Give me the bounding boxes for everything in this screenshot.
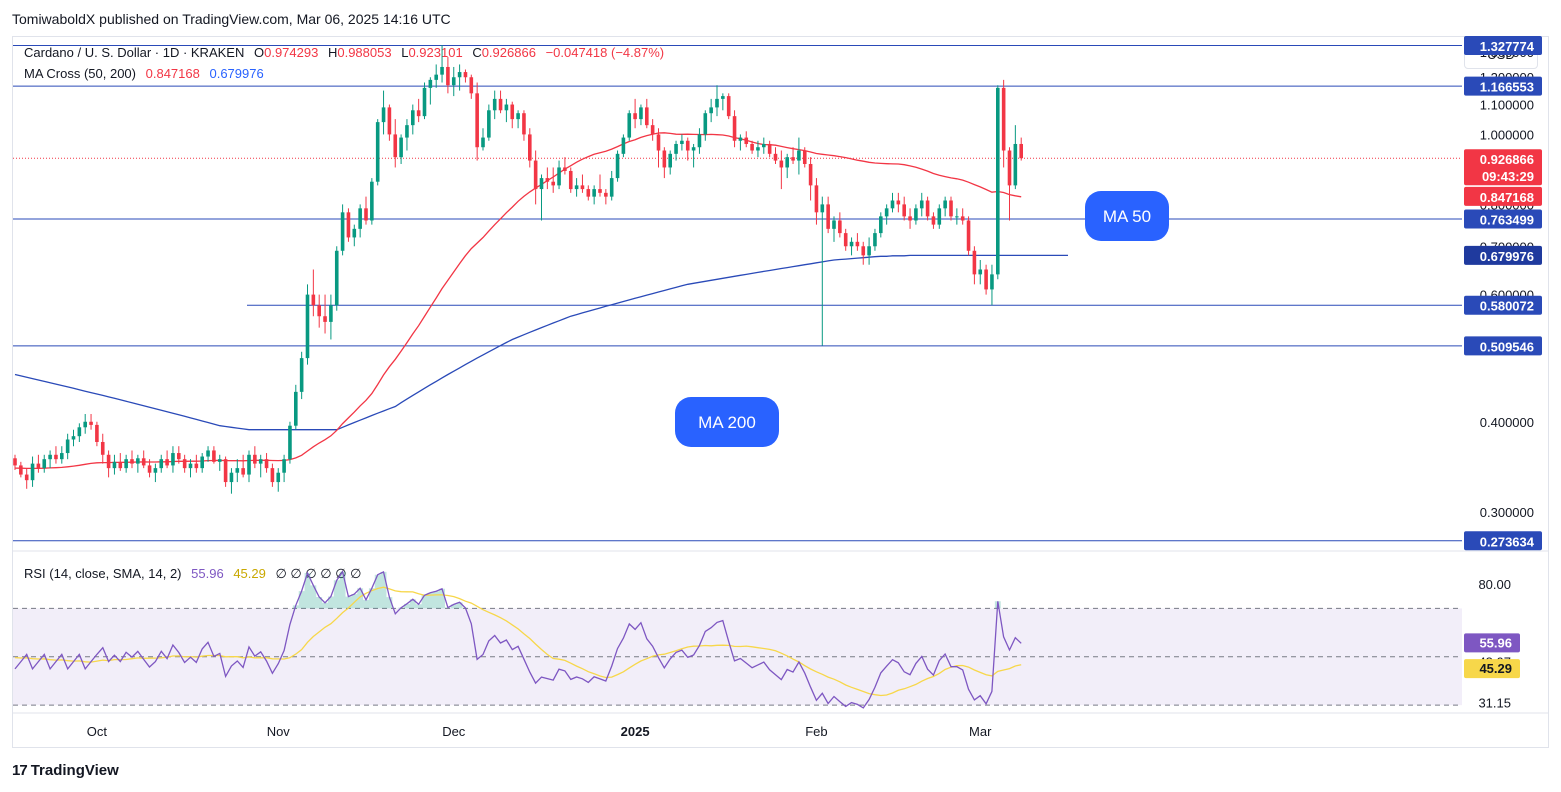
ohlc-open: O0.974293 — [253, 45, 319, 60]
ohlc-change: −0.047418 (−4.87%) — [545, 45, 665, 60]
rsi-empty-values: ∅ ∅ ∅ ∅ ∅ ∅ — [275, 566, 362, 581]
rsi-legend: RSI (14, close, SMA, 14, 2) 55.96 45.29 … — [24, 566, 368, 582]
published-by-line: TomiwaboldX published on TradingView.com… — [12, 11, 451, 27]
ma50-value: 0.847168 — [145, 66, 200, 81]
rsi-title[interactable]: RSI (14, close, SMA, 14, 2) — [24, 566, 182, 581]
currency-button[interactable]: USD — [1464, 41, 1538, 69]
tradingview-logo-icon: 17 — [12, 762, 28, 779]
chart-frame — [12, 36, 1549, 748]
rsi-sma-value: 45.29 — [233, 566, 266, 581]
ohlc-low: L0.923101 — [401, 45, 463, 60]
ma200-value: 0.679976 — [209, 66, 264, 81]
symbol-legend: Cardano / U. S. Dollar · 1D · KRAKEN O0.… — [24, 45, 670, 60]
ma-legend: MA Cross (50, 200) 0.847168 0.679976 — [24, 66, 270, 81]
ohlc-high: H0.988053 — [327, 45, 392, 60]
symbol-title[interactable]: Cardano / U. S. Dollar · 1D · KRAKEN — [24, 45, 245, 60]
rsi-value: 55.96 — [191, 566, 224, 581]
ma-cross-title[interactable]: MA Cross (50, 200) — [24, 66, 136, 81]
tradingview-brand: TradingView — [30, 762, 119, 779]
tradingview-footer[interactable]: 17 TradingView — [12, 762, 119, 779]
ohlc-close: C0.926866 — [472, 45, 536, 60]
